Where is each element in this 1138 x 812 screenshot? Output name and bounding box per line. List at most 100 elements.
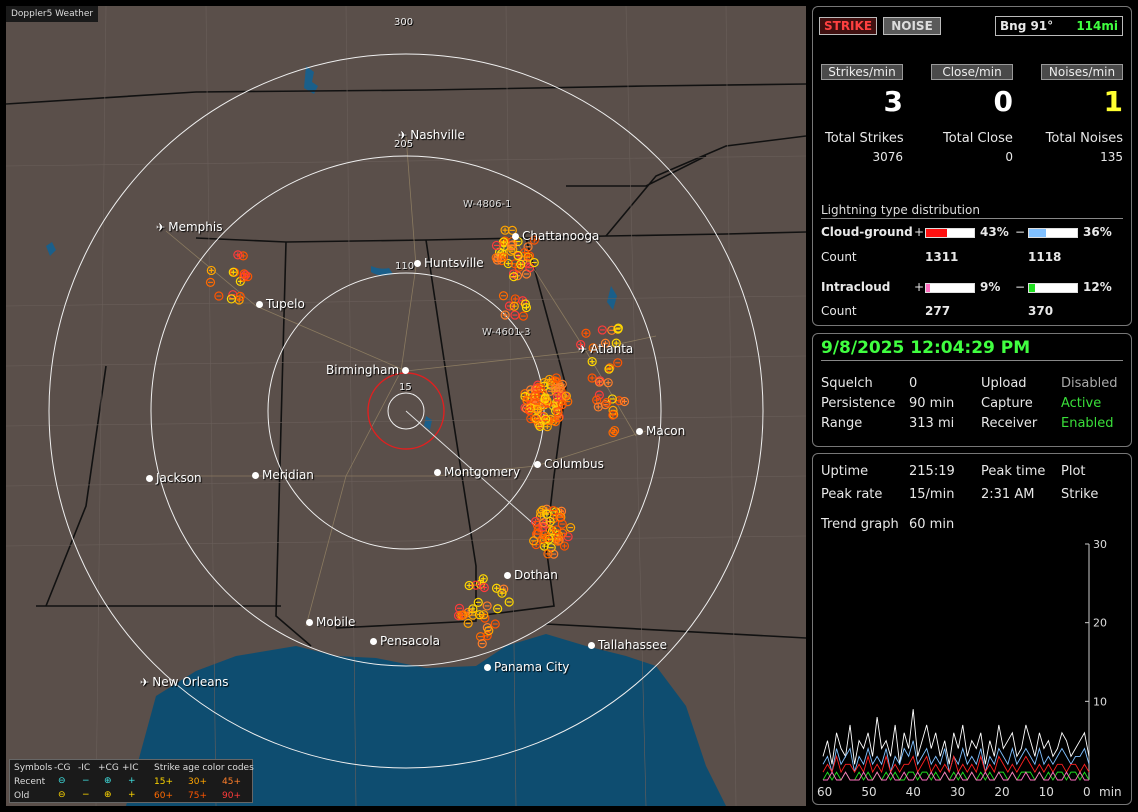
city-dot-icon	[504, 572, 511, 579]
strike-marker	[535, 421, 545, 431]
city-name: Pensacola	[380, 634, 441, 648]
plus-ic-old-icon: +	[128, 790, 136, 800]
x-tick-label: 30	[950, 785, 965, 799]
city-label: ✈ Memphis	[156, 220, 222, 234]
total-noises: 135	[1100, 150, 1123, 164]
strike-marker	[468, 610, 478, 620]
strike-marker	[478, 574, 488, 584]
strike-marker	[238, 251, 248, 261]
status-panel: 9/8/2025 12:04:29 PM Squelch 0 Persisten…	[812, 333, 1132, 447]
strike-marker	[535, 383, 546, 393]
strike-marker	[553, 407, 563, 417]
strike-marker	[504, 597, 514, 607]
x-tick-label: 0	[1083, 785, 1091, 799]
strike-marker	[471, 580, 481, 590]
city-label: Macon	[636, 424, 685, 438]
trend-graph-label: Trend graph	[821, 517, 899, 532]
city-dot-icon	[256, 301, 263, 308]
city-dot-icon	[588, 642, 595, 649]
strike-marker	[608, 410, 618, 420]
strike-marker	[228, 267, 238, 277]
lake	[46, 242, 56, 256]
city-name: Montgomery	[444, 465, 521, 479]
station-label: W-4806-1	[463, 199, 512, 210]
y-tick-label: 30	[1093, 538, 1107, 551]
divider	[821, 218, 1123, 219]
ring-label-300: 300	[394, 17, 414, 28]
strike-marker	[587, 373, 597, 383]
receiver-label: Receiver	[981, 416, 1038, 431]
strike-marker	[498, 252, 509, 262]
minus-cg-old-icon: ⊖	[58, 790, 66, 800]
total-strikes-label: Total Strikes	[825, 131, 904, 146]
city-dot-icon	[636, 428, 643, 435]
strike-marker	[555, 513, 565, 523]
close-per-min-label: Close/min	[931, 64, 1013, 80]
county-lines	[6, 6, 806, 806]
city-label: Montgomery	[434, 465, 520, 479]
strike-marker	[235, 291, 245, 301]
strike-marker	[533, 525, 543, 535]
strike-marker	[566, 522, 576, 533]
strike-marker	[594, 377, 605, 387]
lightning-map[interactable]: Doppler5 Weather 300 205 110 15 W-4806-1…	[6, 6, 806, 806]
strike-marker	[548, 401, 558, 411]
cg-negative-pct: 36%	[1083, 225, 1112, 239]
city-dot-icon	[252, 472, 259, 479]
strike-marker	[539, 517, 549, 528]
divider	[821, 360, 1123, 361]
plus-ic-recent-icon: +	[128, 776, 136, 786]
bearing-value: Bng 91°	[1000, 19, 1054, 33]
strike-marker	[608, 427, 618, 438]
city-dot-icon	[306, 619, 313, 626]
cg-negative-bar	[1028, 228, 1078, 238]
x-unit-label: min	[1099, 785, 1122, 799]
strike-marker	[510, 294, 520, 304]
trend-series-line	[822, 740, 1090, 773]
strike-marker	[529, 536, 539, 546]
strike-markers	[205, 225, 630, 649]
strike-marker	[550, 417, 561, 427]
ring-label-110: 110	[395, 261, 415, 272]
strike-marker	[484, 626, 494, 636]
noise-button[interactable]: NOISE	[883, 17, 941, 35]
peak-rate-label: Peak rate	[821, 487, 883, 502]
strikes-per-min-label: Strikes/min	[821, 64, 903, 80]
city-name: Dothan	[514, 568, 558, 582]
city-dot-icon	[484, 664, 491, 671]
ic-minus-sign: −	[1015, 280, 1026, 294]
strike-marker	[479, 582, 489, 593]
city-label: ✈ Atlanta	[578, 342, 633, 356]
city-name: Tupelo	[266, 297, 305, 311]
persistence-value: 90 min	[909, 396, 955, 411]
cg-positive-pct: 43%	[980, 225, 1009, 239]
city-label: Meridian	[252, 468, 314, 482]
city-label: Tallahassee	[588, 638, 667, 652]
ic-positive-bar	[925, 283, 975, 293]
city-label: Tupelo	[256, 297, 305, 311]
receiver-value: Enabled	[1061, 416, 1114, 431]
strike-marker	[463, 618, 473, 628]
strike-marker	[592, 395, 602, 405]
cg-positive-bar	[925, 228, 975, 238]
trend-graph: 30 20 10 60 50 40 30 20 10 0 min	[817, 538, 1122, 799]
strike-marker	[497, 588, 507, 598]
strike-marker	[491, 240, 502, 251]
strike-marker	[523, 252, 533, 262]
cloud-ground-label: Cloud-ground	[821, 225, 913, 239]
strike-marker	[503, 258, 513, 269]
strike-marker	[613, 324, 623, 334]
ic-negative-count: 370	[1028, 304, 1054, 318]
city-dot-icon	[414, 260, 421, 267]
strike-marker	[544, 374, 555, 385]
ic-count-label: Count	[821, 304, 857, 318]
y-tick-label: 20	[1093, 617, 1107, 630]
x-tick-label: 60	[817, 785, 832, 799]
uptime-value: 215:19	[909, 464, 955, 479]
legend-header: -IC	[78, 763, 91, 773]
city-name: Macon	[646, 424, 686, 438]
strike-button[interactable]: STRIKE	[819, 17, 877, 35]
city-label: Columbus	[534, 457, 604, 471]
strike-marker	[226, 294, 236, 304]
city-dot-icon	[434, 469, 441, 476]
